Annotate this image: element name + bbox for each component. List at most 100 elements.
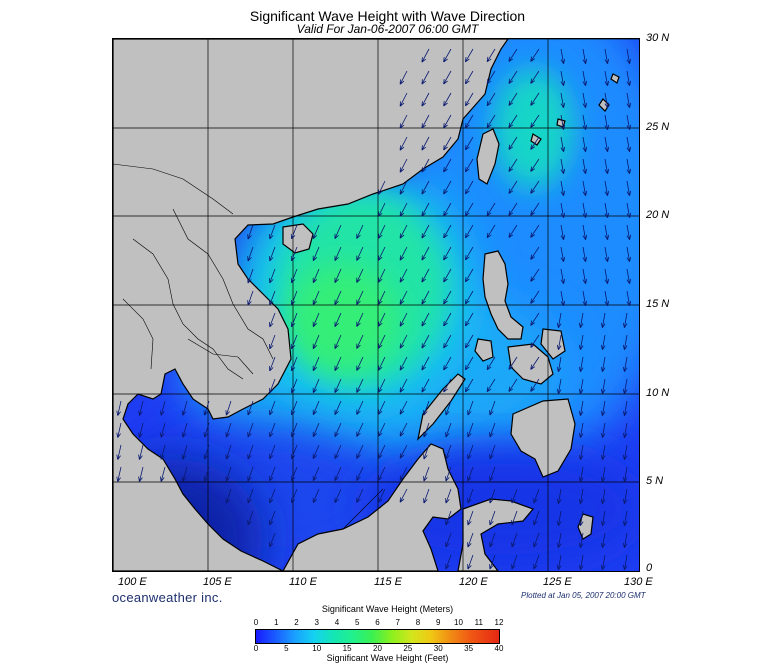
- wave-direction-arrow: [269, 312, 276, 328]
- wave-direction-arrow: [138, 400, 144, 416]
- wave-direction-arrow: [160, 422, 166, 438]
- wave-direction-arrow: [399, 356, 408, 371]
- wave-direction-arrow: [290, 312, 298, 328]
- wave-direction-arrow: [312, 444, 320, 460]
- wave-direction-arrow: [290, 466, 298, 482]
- wave-direction-arrow: [533, 510, 540, 526]
- wave-direction-arrow: [604, 224, 610, 241]
- wave-direction-arrow: [530, 224, 540, 238]
- colorbar-feet-tick: 15: [342, 644, 352, 653]
- wave-direction-arrow: [560, 246, 566, 263]
- wave-direction-arrow: [560, 114, 566, 131]
- wave-direction-arrow: [312, 268, 320, 284]
- map-subtitle: Valid For Jan-06-2007 06:00 GMT: [296, 22, 479, 36]
- wave-direction-arrow: [626, 92, 632, 109]
- wave-direction-arrow: [399, 312, 408, 327]
- wave-direction-arrow: [312, 356, 320, 372]
- wave-direction-arrow: [378, 400, 386, 415]
- wave-direction-arrow: [443, 356, 452, 371]
- wave-direction-arrow: [600, 378, 606, 395]
- wave-direction-arrow: [269, 268, 276, 284]
- wave-direction-arrow: [622, 532, 628, 549]
- wave-direction-arrow: [399, 136, 408, 151]
- wave-direction-arrow: [181, 444, 188, 460]
- wave-direction-arrow: [604, 136, 610, 153]
- wave-direction-arrow: [421, 334, 430, 349]
- colorbar-meter-tick: 3: [314, 618, 319, 627]
- wave-direction-arrow: [290, 224, 298, 240]
- wave-direction-arrow: [445, 532, 452, 548]
- wave-direction-arrow: [225, 466, 232, 482]
- wave-direction-arrow: [269, 400, 276, 416]
- wave-direction-arrow: [530, 70, 540, 84]
- wave-direction-arrow: [626, 268, 632, 285]
- wave-direction-arrow: [269, 334, 276, 350]
- wave-direction-arrow: [508, 378, 518, 392]
- wave-direction-arrow: [582, 290, 588, 307]
- wave-direction-arrow: [622, 510, 628, 527]
- wave-direction-arrow: [203, 466, 210, 482]
- wave-direction-arrow: [600, 488, 606, 505]
- wave-direction-arrow: [465, 48, 474, 63]
- wave-direction-arrow: [622, 444, 628, 461]
- wave-direction-arrow: [443, 70, 452, 85]
- wave-direction-arrow: [445, 422, 452, 438]
- lon-label-130e: 130 E: [624, 576, 653, 588]
- wave-direction-arrow: [626, 246, 632, 263]
- wave-direction-arrow: [399, 224, 408, 239]
- wave-direction-arrow: [356, 290, 364, 305]
- wave-direction-arrow: [511, 532, 518, 548]
- wave-direction-arrow: [423, 488, 430, 504]
- wave-direction-arrow: [508, 92, 518, 106]
- visayas-islands: [507, 343, 554, 385]
- wave-direction-arrow: [334, 246, 342, 261]
- wave-direction-arrow: [421, 356, 430, 371]
- wave-direction-arrow: [600, 312, 606, 329]
- wave-direction-arrow: [312, 290, 320, 306]
- wave-direction-arrow: [604, 158, 610, 175]
- wave-direction-arrow: [312, 378, 320, 394]
- wave-direction-arrow: [582, 114, 588, 131]
- colorbar-feet-tick: 10: [312, 644, 322, 653]
- wave-direction-arrow: [626, 70, 632, 87]
- asia-mainland: [113, 39, 509, 571]
- wave-direction-arrow: [626, 290, 632, 307]
- lat-label-20n: 20 N: [646, 209, 670, 221]
- wave-direction-arrow: [578, 444, 584, 461]
- wave-direction-arrow: [486, 70, 496, 85]
- wave-direction-arrow: [203, 400, 210, 416]
- wave-direction-arrow: [622, 312, 628, 329]
- wave-direction-arrow: [560, 92, 566, 109]
- wave-direction-arrow: [556, 554, 562, 571]
- wave-direction-arrow: [247, 444, 254, 460]
- wave-direction-arrow: [556, 312, 562, 329]
- wave-height-colorbar: [255, 629, 500, 644]
- wave-direction-arrow: [578, 356, 584, 373]
- wave-direction-arrow: [600, 400, 606, 417]
- wave-direction-arrow: [604, 290, 610, 307]
- lat-label-5n: 5 N: [646, 475, 664, 487]
- wave-direction-arrow: [181, 466, 188, 482]
- hainan-island: [282, 223, 314, 254]
- wave-direction-arrow: [181, 422, 188, 438]
- wave-direction-arrow: [269, 532, 276, 548]
- wave-direction-arrow: [269, 488, 276, 504]
- wave-direction-arrow: [312, 334, 320, 350]
- wave-direction-arrow: [560, 268, 566, 285]
- wave-direction-arrow: [465, 290, 474, 305]
- wave-direction-arrow: [508, 136, 518, 150]
- wave-direction-arrow: [465, 356, 474, 371]
- wave-direction-arrow: [356, 268, 364, 283]
- wave-direction-arrow: [465, 114, 474, 129]
- wave-direction-arrow: [578, 422, 584, 439]
- wave-direction-arrow: [622, 466, 628, 483]
- wave-direction-arrow: [486, 92, 496, 107]
- wave-direction-arrow: [356, 422, 364, 437]
- wave-direction-arrow: [530, 202, 540, 216]
- wave-direction-arrow: [578, 532, 584, 549]
- wave-direction-arrow: [578, 400, 584, 417]
- wave-direction-arrow: [247, 246, 254, 262]
- wave-direction-arrow: [290, 334, 298, 350]
- colorbar-meter-tick: 8: [415, 618, 421, 627]
- wave-direction-arrow: [560, 158, 566, 175]
